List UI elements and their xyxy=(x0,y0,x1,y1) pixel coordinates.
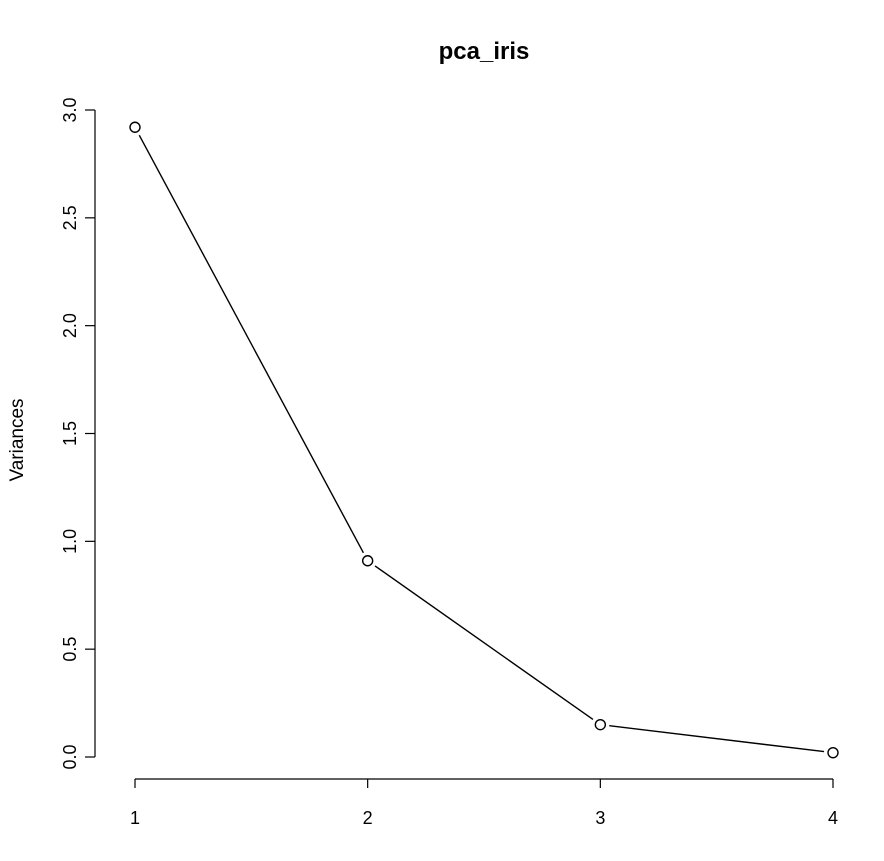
y-tick-label: 1.0 xyxy=(60,529,80,554)
data-point xyxy=(361,555,374,567)
series xyxy=(129,121,839,759)
x-tick-label: 1 xyxy=(130,808,140,828)
y-tick-label: 3.0 xyxy=(60,97,80,122)
series-line-segment xyxy=(138,134,365,554)
series-line-segment xyxy=(609,725,825,753)
chart-title: pca_iris xyxy=(439,38,530,65)
data-point xyxy=(129,121,141,133)
x-tick-label: 4 xyxy=(828,808,838,828)
y-ticks: 0.0 0.5 1.0 1.5 2.0 2.5 3.0 xyxy=(60,97,95,770)
y-tick-label: 0.5 xyxy=(60,637,80,662)
x-tick-label: 2 xyxy=(363,808,373,828)
y-tick-label: 0.0 xyxy=(60,744,80,769)
series-line-segment xyxy=(374,565,594,721)
data-point xyxy=(594,718,607,731)
y-axis-label: Variances xyxy=(7,398,28,481)
x-ticks: 1 2 3 4 xyxy=(130,779,838,828)
x-tick-label: 3 xyxy=(595,808,605,828)
data-point xyxy=(827,746,839,759)
y-tick-label: 2.0 xyxy=(60,313,80,338)
y-tick-label: 2.5 xyxy=(60,205,80,230)
y-tick-label: 1.5 xyxy=(60,421,80,446)
